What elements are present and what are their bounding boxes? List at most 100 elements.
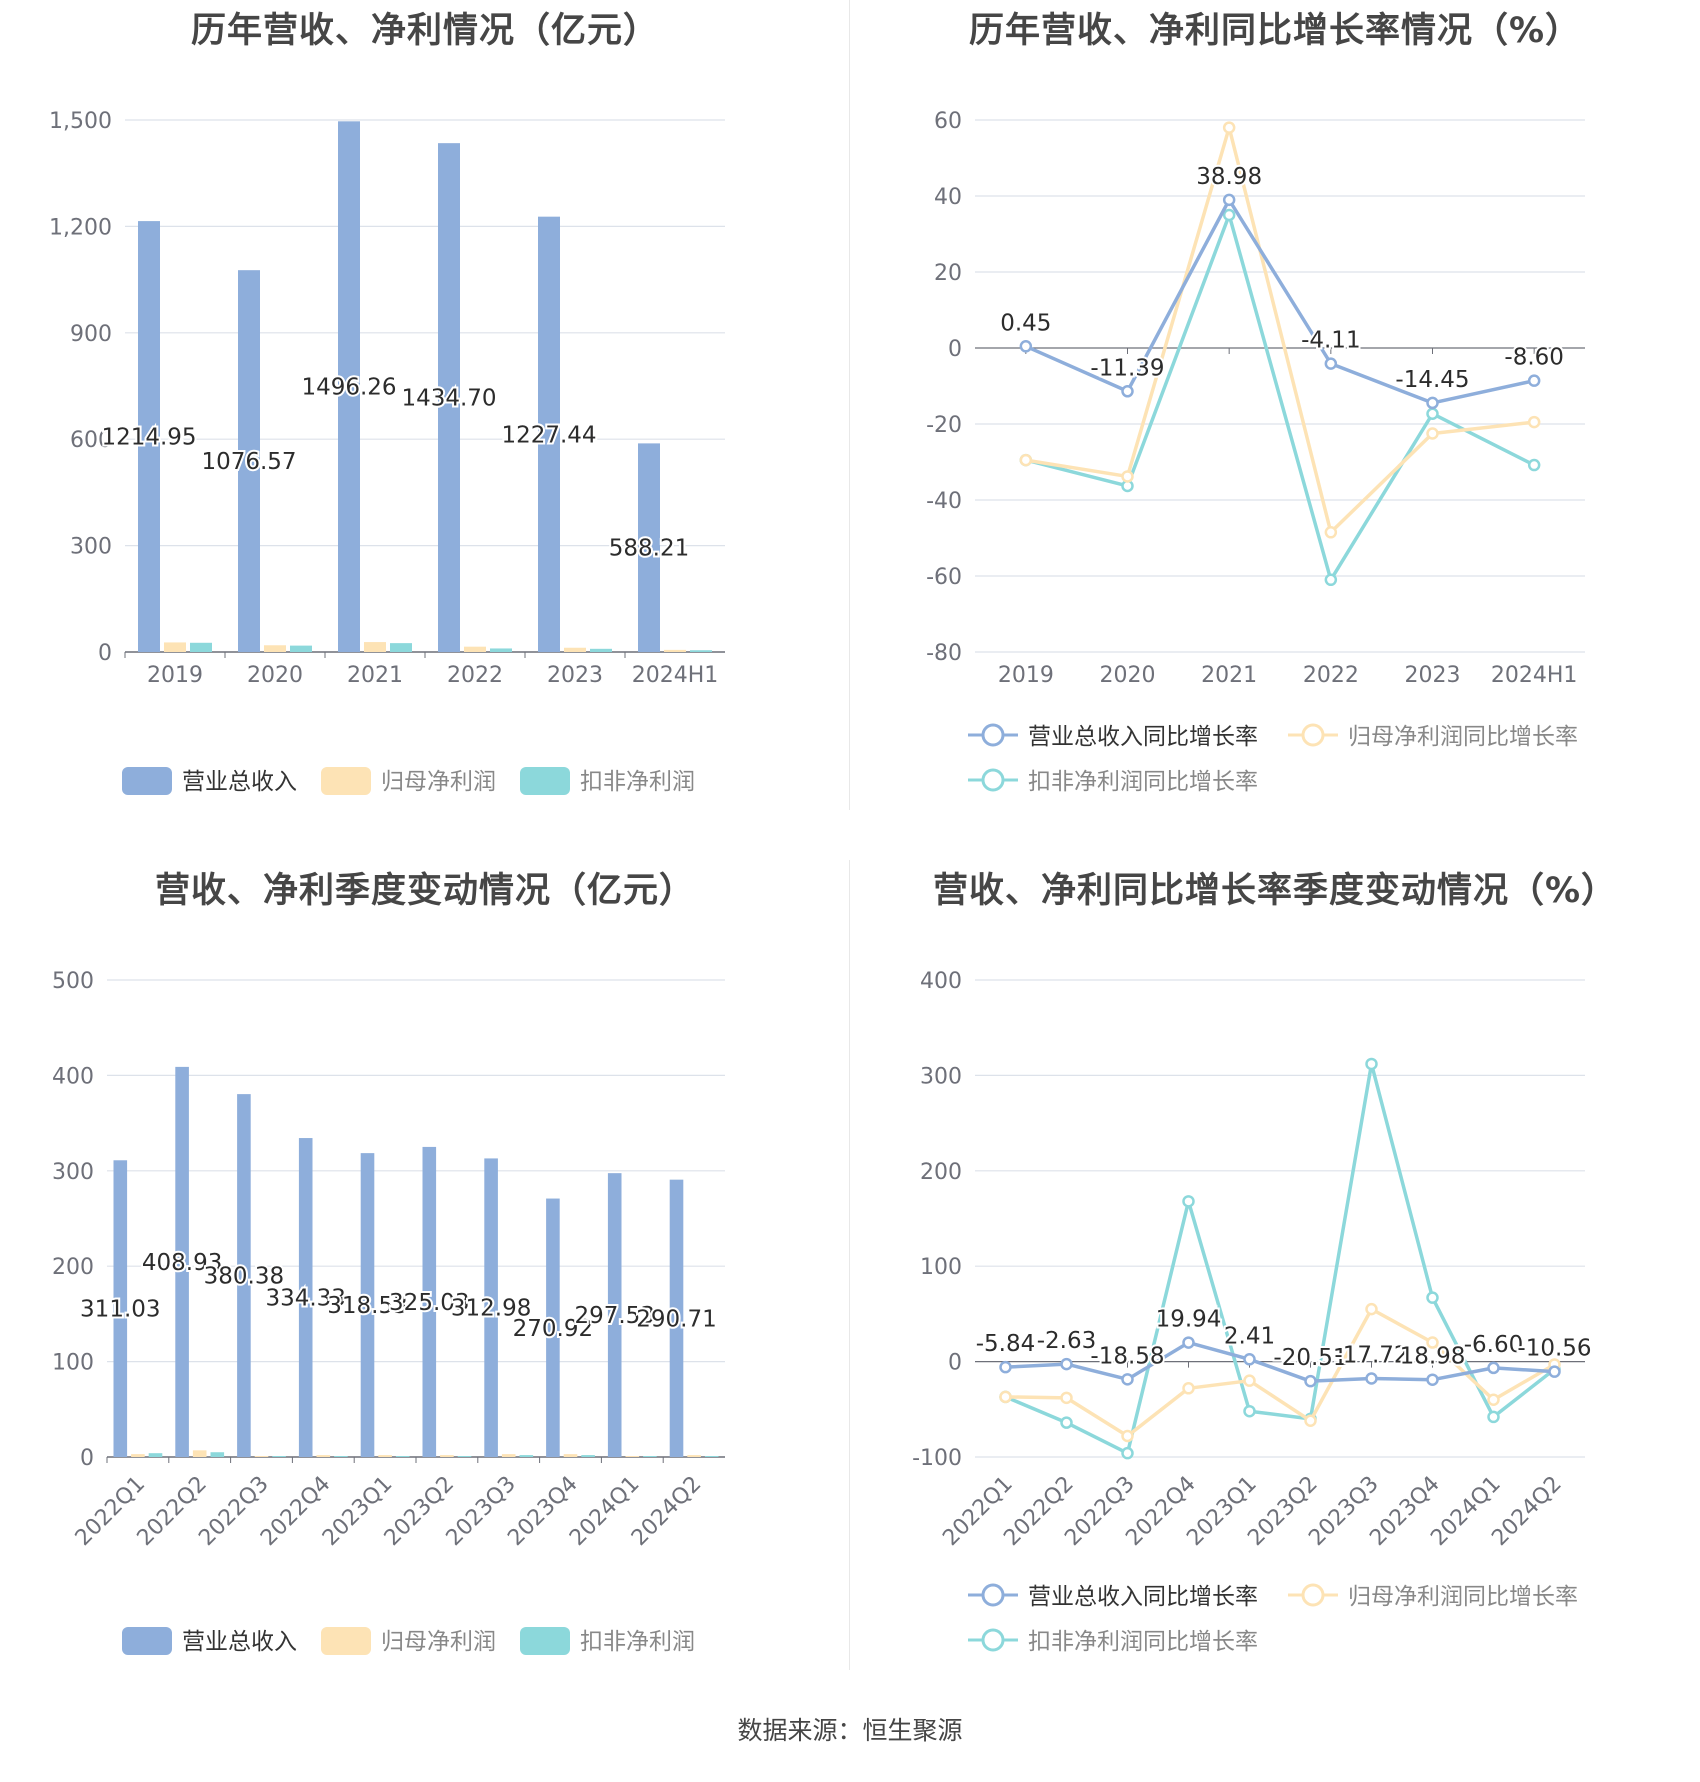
data-point [999, 1360, 1012, 1374]
data-label: -17.72 [1334, 1343, 1408, 1369]
data-point [1548, 1365, 1561, 1378]
legend-label: 扣非净利润 [580, 769, 695, 795]
data-point [1182, 1382, 1195, 1395]
y-tick-label: -40 [926, 489, 962, 514]
y-tick-label: 0 [98, 641, 112, 666]
data-label: 270.92 [513, 1316, 593, 1342]
data-label: -18.58 [1090, 1343, 1164, 1369]
data-point [1527, 415, 1541, 429]
data-point [1324, 573, 1338, 587]
data-label: -5.84 [976, 1331, 1036, 1357]
bar [501, 1454, 516, 1457]
bar [440, 1455, 454, 1457]
legend-marker [981, 723, 1005, 747]
x-tick-label: 2023 [547, 663, 603, 688]
annual-revenue-profit-chart: 历年营收、净利情况（亿元） 0 300 600 900 1,200 1,500 2019 20… [0, 0, 850, 860]
x-tick-label: 2021 [347, 663, 403, 688]
x-tick-label: 2020 [1100, 663, 1156, 688]
data-point [1527, 458, 1541, 472]
data-label: -6.60 [1464, 1332, 1524, 1358]
legend-label: 营业总收入同比增长率 [1028, 724, 1258, 750]
legend-marker [1301, 723, 1325, 747]
bar [519, 1455, 534, 1457]
data-label: 588.21 [609, 536, 689, 562]
y-tick-label: 20 [934, 261, 962, 286]
bar [364, 642, 386, 652]
data-point [1304, 1374, 1317, 1388]
x-tick-label: 2021 [1201, 663, 1257, 688]
data-point [1182, 1195, 1195, 1208]
data-point [1426, 1373, 1439, 1386]
bar [638, 443, 660, 652]
bar [378, 1455, 392, 1457]
y-tick-label: 0 [948, 1351, 962, 1376]
annual-growth-rate-plot: -80 -60 -40 -20 0 20 40 60 2019 2020 2021 2022 2023 2… [926, 109, 1585, 795]
annual-revenue-profit-plot: 0 300 600 900 1,200 1,500 2019 2020 2021 2022 2023… [49, 109, 725, 795]
data-point [1426, 407, 1439, 420]
data-label: -11.39 [1090, 355, 1164, 381]
bar [590, 648, 612, 652]
bar [687, 1455, 701, 1457]
y-tick-label: -20 [926, 413, 962, 438]
bar [316, 1455, 331, 1457]
data-point [1121, 1429, 1134, 1443]
data-label: 1214.95 [101, 425, 196, 451]
data-point [1426, 427, 1439, 440]
data-label: 318.53 [327, 1293, 407, 1319]
legend-label: 营业总收入同比增长率 [1028, 1584, 1258, 1610]
legend-label: 扣非净利润 [580, 1629, 695, 1655]
data-point [1222, 193, 1236, 207]
bar [237, 1094, 251, 1457]
data-label: 1434.70 [401, 386, 496, 412]
bar [131, 1454, 145, 1457]
data-point [999, 1390, 1012, 1404]
data-label: 19.94 [1156, 1307, 1222, 1333]
legend-swatch [321, 1627, 371, 1655]
series-line [1005, 1307, 1556, 1438]
data-label: 408.93 [142, 1250, 222, 1276]
data-point [1019, 340, 1033, 353]
y-tick-label: 100 [52, 1351, 94, 1376]
data-label: 290.71 [636, 1306, 716, 1332]
bar [625, 1456, 640, 1457]
bar [607, 1173, 622, 1457]
bar [190, 642, 212, 652]
data-label: 380.38 [204, 1264, 284, 1290]
x-tick-label: 2024H1 [1491, 663, 1578, 688]
data-label: 1496.26 [301, 375, 396, 401]
chart-title: 营收、净利同比增长率季度变动情况（%） [932, 871, 1618, 911]
legend-swatch [122, 767, 172, 795]
x-tick-label: 2019 [147, 663, 203, 688]
data-label: 1076.57 [201, 449, 296, 475]
bar [546, 1198, 560, 1457]
panel-divider [849, 860, 850, 1670]
x-tick-label: 2019 [998, 663, 1054, 688]
data-source-note: 数据来源：恒生聚源 [737, 1716, 963, 1745]
panel-divider [849, 0, 850, 810]
data-label: -8.60 [1504, 345, 1564, 371]
bar [254, 1456, 269, 1457]
data-label: 297.53 [574, 1303, 654, 1329]
bar [113, 1160, 128, 1457]
bar [164, 642, 186, 652]
bar [175, 1066, 189, 1457]
data-point [1365, 1372, 1378, 1385]
x-tick-label: 2020 [247, 663, 303, 688]
data-point [1365, 1302, 1378, 1316]
legend-label: 扣非净利润同比增长率 [1028, 769, 1258, 795]
bar [538, 216, 560, 652]
annual-growth-rate-chart: 历年营收、净利同比增长率情况（%） -80 -60 -40 -20 0 20 40 60 201… [850, 0, 1700, 860]
legend-marker [1301, 1583, 1325, 1607]
data-point [1324, 526, 1338, 539]
data-label: -4.11 [1301, 328, 1361, 354]
data-point [1060, 1416, 1073, 1429]
bar [484, 1158, 498, 1457]
y-tick-label: 100 [920, 1255, 962, 1280]
chart-title: 营收、净利季度变动情况（亿元） [154, 871, 695, 911]
bar [272, 1456, 286, 1457]
bar [704, 1456, 719, 1457]
data-point [1243, 1353, 1256, 1366]
quarterly-revenue-profit-chart: 营收、净利季度变动情况（亿元） 0 100 200 300 400 500 2022Q1 20… [0, 860, 850, 1720]
y-tick-label: 900 [70, 322, 112, 347]
bar [563, 1454, 578, 1457]
